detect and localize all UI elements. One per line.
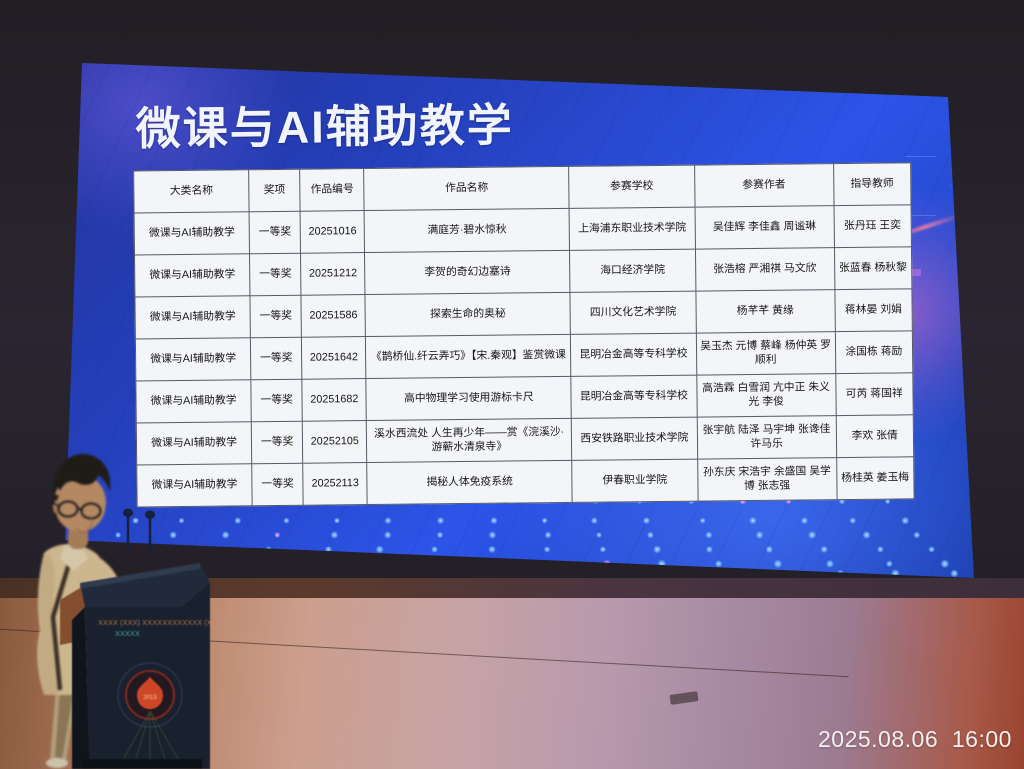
svg-text:XXXX (XXX) XXXXXXXXXXXX (XXXXX: XXXX (XXX) XXXXXXXXXXXX (XXXXXX) [98,618,210,627]
svg-text:XXXXX: XXXXX [115,629,140,638]
svg-text:2013: 2013 [143,695,157,701]
